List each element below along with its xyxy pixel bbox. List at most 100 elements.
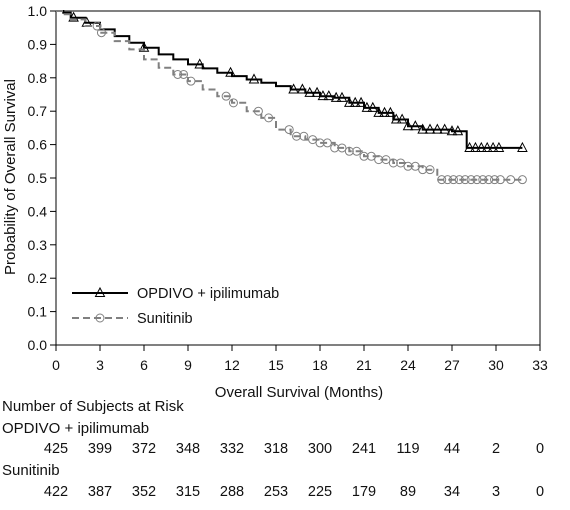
censor-mark-opdivo [481,141,493,152]
y-tick-label: 0.1 [28,304,48,320]
censor-mark-opdivo [493,141,505,152]
censor-mark-sunitinib [359,151,369,161]
censor-mark-sunitinib [330,143,340,153]
censor-mark-sunitinib [418,165,428,175]
censor-mark-opdivo [288,83,299,94]
x-tick-label: 9 [184,357,192,373]
censor-mark-sunitinib [466,175,476,185]
censor-mark-opdivo [487,141,499,152]
censor-mark-sunitinib [366,151,376,161]
censor-mark-opdivo [385,106,396,117]
censor-mark-sunitinib [506,175,516,185]
legend: OPDIVO + ipilimumab Sunitinib [72,286,279,327]
censor-mark-opdivo [464,141,475,152]
legend-marker-sunitinib [95,313,105,323]
censor-mark-sunitinib [253,106,263,116]
y-tick-label: 0.6 [28,137,48,153]
censor-mark-sunitinib [388,158,398,168]
censor-mark-opdivo [349,96,361,107]
x-tick-label: 18 [312,357,328,373]
censor-mark-opdivo [355,96,367,107]
y-tick-label: 0.0 [28,337,48,353]
x-tick-label: 6 [140,357,148,373]
y-tick-label: 0.8 [28,70,48,86]
censor-mark-sunitinib [381,155,391,165]
censor-mark-opdivo [439,123,450,134]
censor-mark-sunitinib [292,131,302,141]
legend-marker-opdivo [94,286,106,297]
survival-curves [56,10,528,185]
censor-mark-sunitinib [264,113,274,123]
censor-mark-opdivo [396,113,408,124]
censor-mark-sunitinib [173,69,183,79]
censor-mark-sunitinib [495,175,505,185]
censor-mark-sunitinib [337,143,347,153]
censor-mark-sunitinib [443,175,453,185]
censor-mark-sunitinib [179,69,189,79]
y-tick-label: 0.4 [28,203,48,219]
y-tick-label: 1.0 [28,3,48,19]
censor-mark-opdivo [432,123,443,134]
censor-mark-sunitinib [437,175,447,185]
censor-mark-opdivo [517,141,528,152]
censor-mark-opdivo [410,120,421,131]
x-tick-label: 30 [488,357,504,373]
censor-mark-opdivo [317,90,329,101]
censor-mark-sunitinib [96,28,106,38]
censor-mark-opdivo [390,113,402,124]
censor-mark-sunitinib [448,175,458,185]
censor-mark-sunitinib [425,165,435,175]
censor-mark-sunitinib [92,21,102,31]
y-tick-label: 0.9 [28,36,48,52]
censor-mark-sunitinib [460,175,470,185]
censor-mark-opdivo [68,11,79,22]
y-tick-label: 0.3 [28,237,48,253]
censor-mark-sunitinib [454,175,464,185]
censor-mark-sunitinib [352,146,362,156]
censor-mark-sunitinib [472,175,482,185]
x-tick-label: 33 [532,357,548,373]
censor-mark-opdivo [402,120,414,131]
censor-mark-opdivo [311,86,323,97]
censor-mark-sunitinib [478,175,488,185]
survival-line-opdivo [56,10,523,149]
censor-mark-opdivo [417,123,428,134]
censor-mark-opdivo [297,83,308,94]
censor-mark-opdivo [367,101,379,112]
censor-mark-sunitinib [410,161,420,171]
censor-mark-opdivo [373,106,384,117]
legend-label-opdivo: OPDIVO + ipilimumab [137,286,279,302]
series-sunitinib [56,10,527,185]
x-tick-label: 3 [96,357,104,373]
censor-mark-sunitinib [484,175,494,185]
censor-mark-opdivo [138,41,150,52]
censor-mark-sunitinib [315,138,325,148]
censor-mark-sunitinib [344,146,354,156]
x-tick-label: 27 [444,357,460,373]
censor-mark-sunitinib [308,135,318,145]
censor-mark-sunitinib [284,125,294,135]
censor-mark-opdivo [470,141,481,152]
censor-mark-sunitinib [403,161,413,171]
y-tick-label: 0.2 [28,270,48,286]
censor-mark-opdivo [476,141,487,152]
censor-mark-opdivo [452,125,464,136]
y-tick-label: 0.7 [28,103,48,119]
censor-mark-sunitinib [186,76,196,86]
censor-mark-opdivo [361,101,373,112]
censor-mark-sunitinib [299,131,309,141]
y-tick-label: 0.5 [28,170,48,186]
censor-mark-sunitinib [228,98,238,108]
censor-mark-opdivo [225,66,236,77]
censor-mark-opdivo [446,125,458,136]
censor-mark-opdivo [344,96,355,107]
x-tick-label: 24 [400,357,416,373]
x-tick-label: 0 [52,357,60,373]
censor-mark-opdivo [330,91,342,102]
x-axis-label: Overall Survival (Months) [215,384,383,401]
censor-mark-sunitinib [322,138,332,148]
plot-axes: 0 3 6 9 12 15 18 21 24 27 30 33 0.0 0.1 0.2 0.3 0.4 0.5 0.… [28,3,548,373]
censor-mark-opdivo [336,91,348,102]
censor-mark-opdivo [379,106,390,117]
